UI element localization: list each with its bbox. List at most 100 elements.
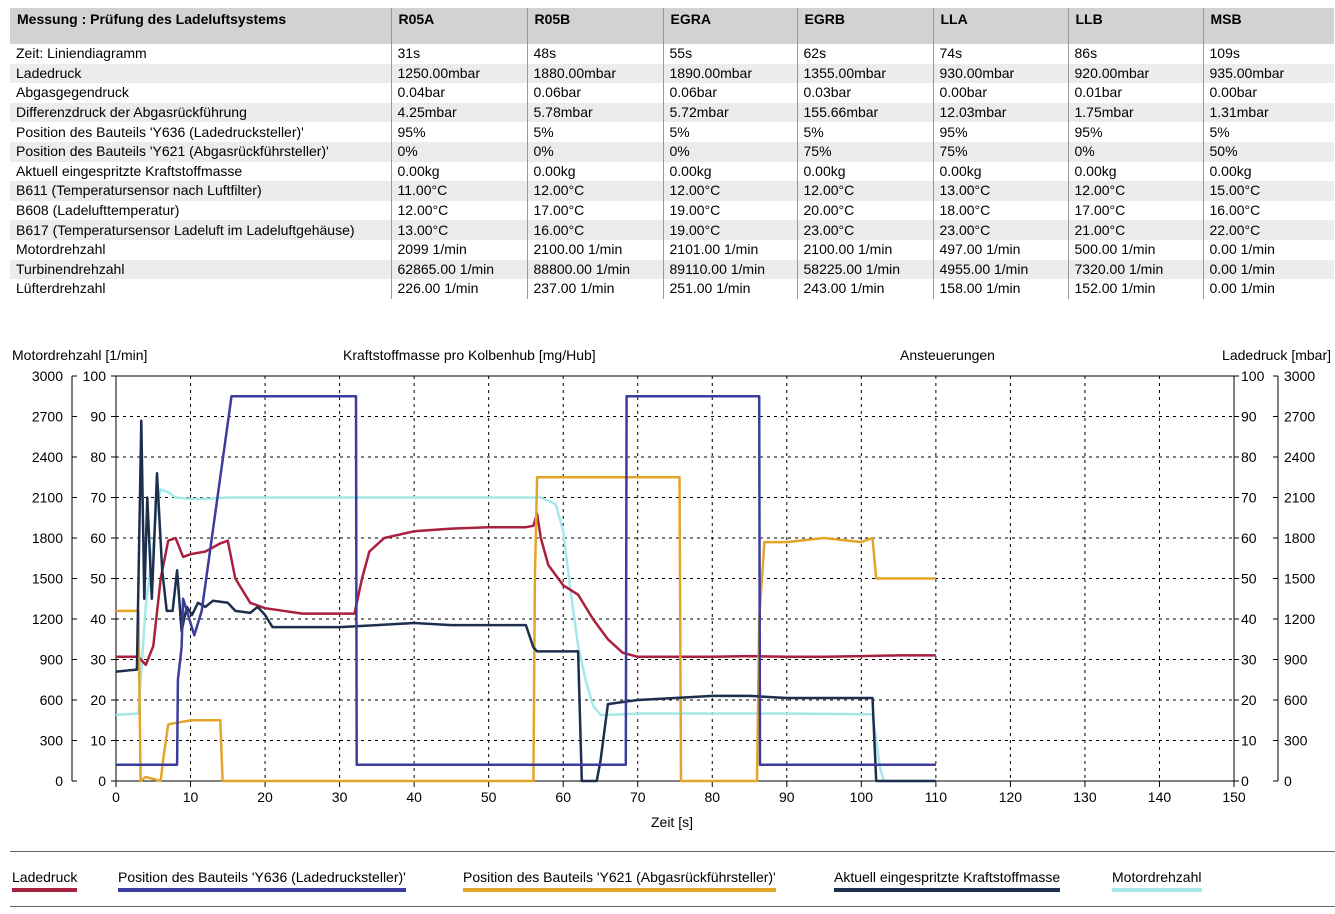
table-row: Motordrehzahl 2099 1/min 2100.00 1/min 2101… — [10, 239, 1334, 260]
x-tick-label: 70 — [630, 789, 646, 805]
right-inner-tick-label: 80 — [1241, 449, 1257, 465]
table-cell: 0.03bar — [796, 83, 933, 103]
left-outer-tick-label: 1800 — [32, 530, 63, 546]
x-tick-label: 120 — [999, 789, 1023, 805]
table-cell: 237.00 1/min — [526, 279, 663, 299]
table-cell: 920.00mbar — [1067, 63, 1203, 84]
table-cell: 86s — [1067, 44, 1203, 64]
left-outer-tick-label: 600 — [40, 692, 64, 708]
left-outer-tick-label: 900 — [40, 652, 64, 668]
series-line-2 — [116, 476, 936, 783]
table-cell: 4.25mbar — [390, 102, 527, 123]
x-tick-label: 60 — [555, 789, 571, 805]
table-cell: 1.75mbar — [1067, 102, 1203, 123]
table-cell: 0.00 1/min — [1202, 239, 1334, 260]
left-inner-tick-label: 50 — [90, 571, 106, 587]
table-cell: 12.00°C — [1067, 181, 1203, 201]
table-cell: 12.00°C — [526, 181, 663, 201]
x-tick-label: 20 — [257, 789, 273, 805]
row-label: Turbinendrehzahl — [10, 259, 391, 280]
right-outer-tick-label: 2400 — [1284, 449, 1315, 465]
table-cell: 12.00°C — [390, 200, 527, 221]
right-inner-axis-label: Ansteuerungen — [900, 347, 995, 363]
legend-item: Motordrehzahl — [1112, 869, 1202, 892]
legend-label: Position des Bauteils 'Y621 (Abgasrückfü… — [463, 869, 776, 885]
left-inner-tick-label: 0 — [98, 773, 106, 789]
table-cell: 74s — [932, 44, 1068, 64]
table-cell: 1250.00mbar — [390, 63, 527, 84]
table-row: Position des Bauteils 'Y636 (Ladedruckst… — [10, 122, 1334, 142]
row-label: Abgasgegendruck — [16, 84, 129, 101]
legend-label: Ladedruck — [12, 869, 78, 885]
right-inner-tick-label: 60 — [1241, 530, 1257, 546]
table-cell: 243.00 1/min — [796, 279, 933, 299]
table-cell: 12.00°C — [662, 181, 797, 201]
legend-item: Position des Bauteils 'Y621 (Abgasrückfü… — [463, 869, 776, 892]
left-outer-tick-label: 300 — [40, 733, 64, 749]
table-cell: 2099 1/min — [390, 239, 527, 260]
table-header-col: LLB — [1067, 8, 1203, 44]
table-cell: 935.00mbar — [1202, 63, 1334, 84]
table-header-row: Messung : Prüfung des Ladeluftsystems R0… — [10, 8, 1334, 44]
left-outer-tick-label: 1500 — [32, 571, 63, 587]
table-cell: 0.00kg — [932, 161, 1068, 182]
x-tick-label: 130 — [1073, 789, 1097, 805]
row-label: Position des Bauteils 'Y636 (Ladedruckst… — [16, 123, 304, 140]
table-cell: 5% — [662, 122, 797, 142]
table-row: Turbinendrehzahl 62865.00 1/min 88800.00 1… — [10, 259, 1334, 280]
series-line-1 — [116, 395, 936, 767]
table-cell: 0.00kg — [1202, 161, 1334, 182]
table-cell: 500.00 1/min — [1067, 239, 1203, 260]
table-cell: 2100.00 1/min — [796, 239, 933, 260]
line-chart: 0 10 20 30 40 50 60 70 80 90 100 110 120 130 140 150030… — [12, 347, 1331, 830]
table-cell: 12.00°C — [796, 181, 933, 201]
table-row: B608 (Ladelufttemperatur) 12.00°C 17.00°C 1… — [10, 200, 1334, 221]
table-row: Lüfterdrehzahl 226.00 1/min 237.00 1/min 25… — [10, 279, 1334, 299]
legend-top-divider — [10, 851, 1335, 852]
table-cell: 48s — [526, 44, 663, 64]
table-cell: 5% — [1202, 122, 1334, 142]
table-cell: 0.00kg — [390, 161, 527, 182]
table-cell: 62865.00 1/min — [390, 259, 527, 280]
table-cell: 75% — [796, 141, 933, 162]
legend-label: Aktuell eingespritzte Kraftstoffmasse — [834, 869, 1061, 885]
table-cell: 1890.00mbar — [662, 63, 797, 84]
right-outer-tick-label: 900 — [1284, 652, 1308, 668]
table-cell: 11.00°C — [390, 181, 527, 201]
x-tick-label: 90 — [779, 789, 795, 805]
right-outer-tick-label: 0 — [1284, 773, 1292, 789]
chart-series — [115, 395, 936, 783]
left-inner-tick-label: 90 — [90, 409, 106, 425]
left-inner-tick-label: 10 — [90, 733, 106, 749]
table-cell: 109s — [1202, 44, 1334, 64]
left-inner-tick-label: 100 — [83, 368, 107, 384]
row-label: Position des Bauteils 'Y621 (Abgasrückfü… — [10, 141, 391, 162]
table-cell: 12.03mbar — [932, 102, 1068, 123]
series-line-4 — [115, 488, 936, 783]
table-cell: 19.00°C — [662, 200, 797, 221]
table-cell: 1880.00mbar — [526, 63, 663, 84]
left-outer-axis-label: Motordrehzahl [1/min] — [12, 347, 147, 363]
right-inner-tick-label: 40 — [1241, 611, 1257, 627]
legend-bottom-divider — [10, 906, 1335, 907]
legend-swatch — [118, 888, 406, 892]
table-cell: 88800.00 1/min — [526, 259, 663, 280]
legend-swatch — [12, 888, 78, 892]
table-cell: 15.00°C — [1202, 181, 1334, 201]
table-row: Aktuell eingespritzte Kraftstoffmasse 0.0… — [10, 161, 1334, 182]
left-outer-tick-label: 1200 — [32, 611, 63, 627]
left-inner-tick-label: 40 — [90, 611, 106, 627]
table-row: Differenzdruck der Abgasrückführung 4.25m… — [10, 102, 1334, 123]
right-outer-tick-label: 2100 — [1284, 490, 1315, 506]
table-cell: 23.00°C — [932, 220, 1068, 240]
right-inner-tick-label: 0 — [1241, 773, 1249, 789]
table-cell: 0% — [390, 141, 527, 162]
row-label: Ladedruck — [10, 63, 391, 84]
x-axis-label: Zeit [s] — [651, 814, 693, 830]
x-tick-label: 150 — [1222, 789, 1246, 805]
left-inner-tick-label: 70 — [90, 490, 106, 506]
table-cell: 95% — [932, 122, 1068, 142]
table-header-col: MSB — [1202, 8, 1334, 44]
right-inner-tick-label: 30 — [1241, 652, 1257, 668]
table-cell: 0% — [526, 141, 663, 162]
